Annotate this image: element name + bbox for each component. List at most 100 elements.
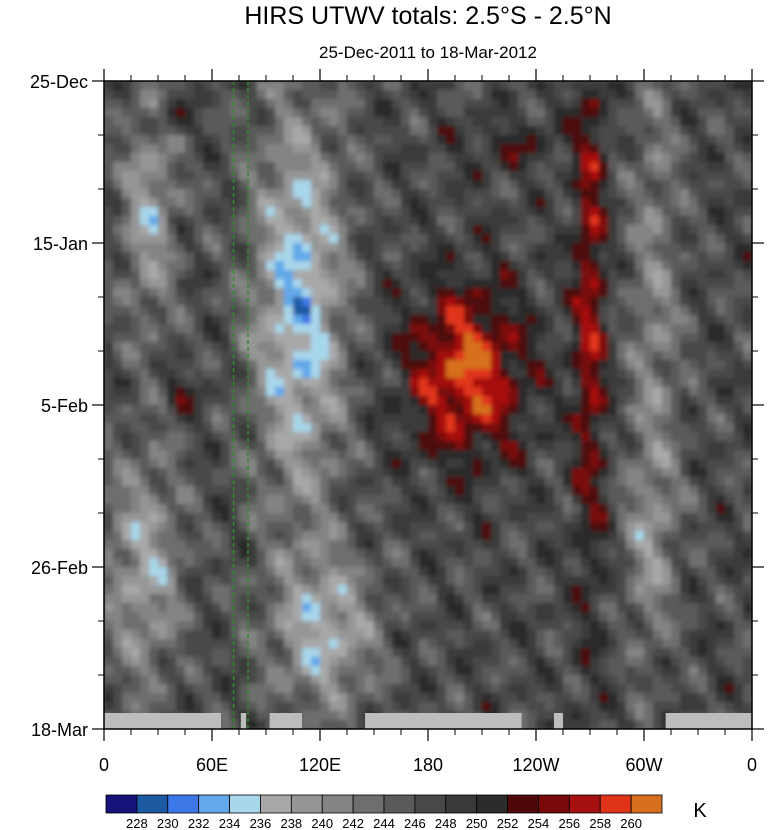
heatmap-cell [662, 171, 672, 181]
heatmap-cell [698, 81, 708, 91]
heatmap-cell [500, 450, 510, 460]
heatmap-cell [320, 576, 330, 586]
heatmap-cell [275, 90, 285, 100]
heatmap-cell [302, 135, 312, 145]
heatmap-cell [275, 675, 285, 685]
heatmap-cell [563, 378, 573, 388]
heatmap-cell [122, 432, 132, 442]
heatmap-cell [203, 225, 213, 235]
heatmap-cell [491, 333, 501, 343]
heatmap-cell [392, 585, 402, 595]
heatmap-cell [230, 288, 240, 298]
heatmap-cell [608, 279, 618, 289]
heatmap-cell [230, 513, 240, 523]
heatmap-cell [689, 468, 699, 478]
heatmap-cell [275, 657, 285, 667]
heatmap-cell [635, 378, 645, 388]
heatmap-cell [662, 198, 672, 208]
heatmap-cell [743, 252, 752, 262]
heatmap-cell [167, 495, 177, 505]
heatmap-cell [320, 108, 330, 118]
heatmap-cell [464, 198, 474, 208]
heatmap-cell [293, 450, 303, 460]
heatmap-cell [284, 585, 294, 595]
heatmap-cell [725, 369, 735, 379]
heatmap-cell [257, 441, 267, 451]
heatmap-cell [509, 468, 519, 478]
heatmap-cell [725, 549, 735, 559]
heatmap-cell [329, 243, 339, 253]
heatmap-cell [464, 612, 474, 622]
heatmap-cell [743, 243, 752, 253]
heatmap-cell [707, 675, 717, 685]
heatmap-cell [545, 495, 555, 505]
heatmap-cell [311, 432, 321, 442]
heatmap-cell [608, 441, 618, 451]
heatmap-cell [680, 585, 690, 595]
heatmap-cell [248, 135, 258, 145]
heatmap-cell [716, 594, 726, 604]
heatmap-cell [311, 504, 321, 514]
heatmap-cell [257, 360, 267, 370]
heatmap-cell [464, 288, 474, 298]
heatmap-cell [248, 558, 258, 568]
heatmap-cell [716, 225, 726, 235]
heatmap-cell [743, 423, 752, 433]
heatmap-cell [212, 567, 222, 577]
heatmap-cell [410, 441, 420, 451]
heatmap-cell [410, 612, 420, 622]
heatmap-cell [536, 459, 546, 469]
heatmap-cell [581, 90, 591, 100]
heatmap-cell [419, 441, 429, 451]
heatmap-cell [725, 522, 735, 532]
heatmap-cell [473, 351, 483, 361]
heatmap-cell [293, 153, 303, 163]
heatmap-cell [293, 108, 303, 118]
heatmap-cell [644, 603, 654, 613]
heatmap-cell [707, 405, 717, 415]
heatmap-cell [356, 693, 366, 703]
heatmap-cell [581, 153, 591, 163]
heatmap-cell [248, 405, 258, 415]
heatmap-cell [491, 117, 501, 127]
heatmap-cell [302, 522, 312, 532]
heatmap-cell [230, 333, 240, 343]
heatmap-cell [554, 288, 564, 298]
heatmap-cell [104, 135, 114, 145]
heatmap-cell [734, 369, 744, 379]
heatmap-cell [554, 126, 564, 136]
heatmap-cell [554, 324, 564, 334]
heatmap-cell [410, 558, 420, 568]
heatmap-cell [140, 666, 150, 676]
heatmap-cell [113, 684, 123, 694]
heatmap-cell [230, 270, 240, 280]
heatmap-cell [248, 369, 258, 379]
heatmap-cell [266, 189, 276, 199]
heatmap-cell [320, 585, 330, 595]
heatmap-cell [743, 693, 752, 703]
heatmap-cell [311, 342, 321, 352]
heatmap-cell [419, 225, 429, 235]
heatmap-cell [158, 306, 168, 316]
heatmap-cell [311, 441, 321, 451]
heatmap-cell [716, 558, 726, 568]
heatmap-cell [473, 522, 483, 532]
heatmap-cell [680, 171, 690, 181]
heatmap-cell [644, 378, 654, 388]
heatmap-cell [113, 504, 123, 514]
heatmap-cell [212, 189, 222, 199]
heatmap-cell [329, 144, 339, 154]
heatmap-cell [266, 639, 276, 649]
heatmap-cell [383, 594, 393, 604]
heatmap-cell [446, 198, 456, 208]
heatmap-cell [266, 279, 276, 289]
heatmap-cell [356, 360, 366, 370]
heatmap-cell [347, 387, 357, 397]
heatmap-cell [437, 225, 447, 235]
heatmap-cell [680, 630, 690, 640]
heatmap-cell [707, 81, 717, 91]
heatmap-cell [320, 342, 330, 352]
heatmap-cell [185, 477, 195, 487]
heatmap-cell [158, 639, 168, 649]
heatmap-cell [743, 333, 752, 343]
